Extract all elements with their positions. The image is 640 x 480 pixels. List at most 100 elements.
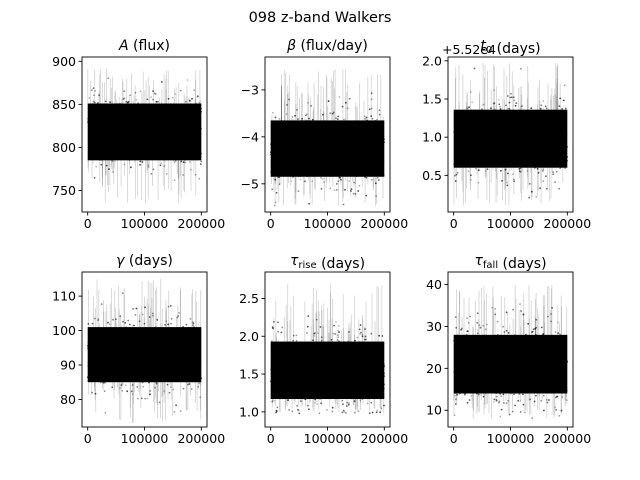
walker-point (173, 369, 175, 372)
walker-point (329, 374, 332, 376)
walker-point (193, 346, 196, 349)
walker-point (513, 336, 516, 338)
walker-point (458, 368, 461, 371)
walker-point (366, 163, 368, 166)
walker-point (116, 335, 119, 338)
walker-point (480, 138, 483, 140)
y-tick-label: 110 (52, 289, 76, 304)
walker-point (119, 134, 122, 136)
walker-point (544, 122, 547, 124)
walker-point (527, 118, 530, 121)
walker-point (481, 372, 484, 375)
walker-point (542, 100, 545, 102)
walker-point (463, 360, 465, 363)
walker-point (294, 140, 297, 143)
walker-point (495, 370, 498, 373)
walker-point (381, 144, 384, 147)
y-tick-label: 0.5 (422, 168, 442, 183)
walker-point (292, 366, 294, 369)
walker-point (171, 345, 174, 348)
walker-point (376, 357, 379, 360)
walker-point (477, 181, 480, 184)
walker-point (143, 341, 146, 344)
walker-point (131, 384, 134, 386)
walker-point (190, 140, 193, 143)
walker-point (517, 155, 520, 158)
walker-point (200, 107, 203, 110)
walker-point (103, 114, 105, 117)
walker-point (563, 376, 565, 379)
walker-point (320, 374, 323, 377)
walker-point (545, 175, 547, 178)
walker-point (370, 383, 372, 385)
walker-point (348, 139, 351, 142)
walker-point (109, 331, 111, 333)
walker-point (141, 155, 143, 157)
walker-point (540, 133, 542, 136)
walker-point (560, 346, 562, 349)
walker-point (278, 176, 280, 179)
walker-point (167, 305, 170, 308)
walker-point (359, 165, 362, 168)
x-tick-label: 200000 (360, 431, 408, 446)
walker-point (454, 174, 456, 177)
walker-point (144, 336, 146, 339)
walker-point (338, 381, 341, 384)
walker-point (342, 359, 344, 362)
walker-point (89, 150, 92, 153)
walker-point (320, 372, 323, 375)
walker-point (131, 130, 134, 132)
walker-point (161, 143, 164, 145)
walker-point (495, 152, 497, 155)
walker-point (172, 350, 175, 353)
walker-point (273, 381, 276, 384)
walker-point (94, 335, 97, 338)
walker-point (302, 130, 304, 133)
walker-point (355, 150, 358, 153)
walker-point (185, 143, 188, 146)
walker-point (558, 351, 560, 354)
walker-point (145, 371, 148, 373)
walker-point (343, 149, 346, 152)
walker-point (458, 137, 460, 140)
walker-point (293, 149, 296, 152)
walker-point (296, 146, 298, 149)
walker-point (313, 156, 316, 159)
walker-point (178, 342, 181, 344)
walker-point (119, 315, 122, 318)
walker-point (300, 392, 303, 395)
walker-point (506, 375, 508, 378)
walker-point (151, 119, 154, 122)
walker-point (517, 348, 520, 351)
walker-point (274, 369, 276, 372)
walker-point (492, 389, 494, 391)
walker-point (182, 349, 185, 351)
walker-point (129, 105, 132, 107)
walker-point (299, 140, 302, 143)
walker-point (563, 336, 566, 339)
walker-point (506, 110, 509, 113)
walker-point (381, 358, 384, 360)
walker-point (314, 159, 317, 161)
walker-point (532, 159, 534, 162)
walker-point (284, 137, 286, 139)
walker-point (533, 400, 536, 403)
walker-point (532, 374, 534, 377)
walker-point (470, 174, 472, 177)
walker-point (320, 188, 323, 190)
walker-point (173, 153, 175, 156)
walker-point (125, 326, 127, 328)
walker-point (174, 123, 176, 126)
walker-point (172, 364, 174, 367)
walker-point (298, 391, 301, 394)
walker-point (519, 400, 522, 403)
walker-point (148, 134, 151, 137)
walker-point (496, 361, 499, 364)
walker-point (140, 154, 142, 156)
walker-point (121, 383, 124, 385)
walker-point (516, 348, 519, 351)
walker-point (141, 313, 144, 316)
walker-point (170, 140, 172, 143)
walker-point (479, 114, 482, 116)
walker-point (483, 357, 486, 359)
